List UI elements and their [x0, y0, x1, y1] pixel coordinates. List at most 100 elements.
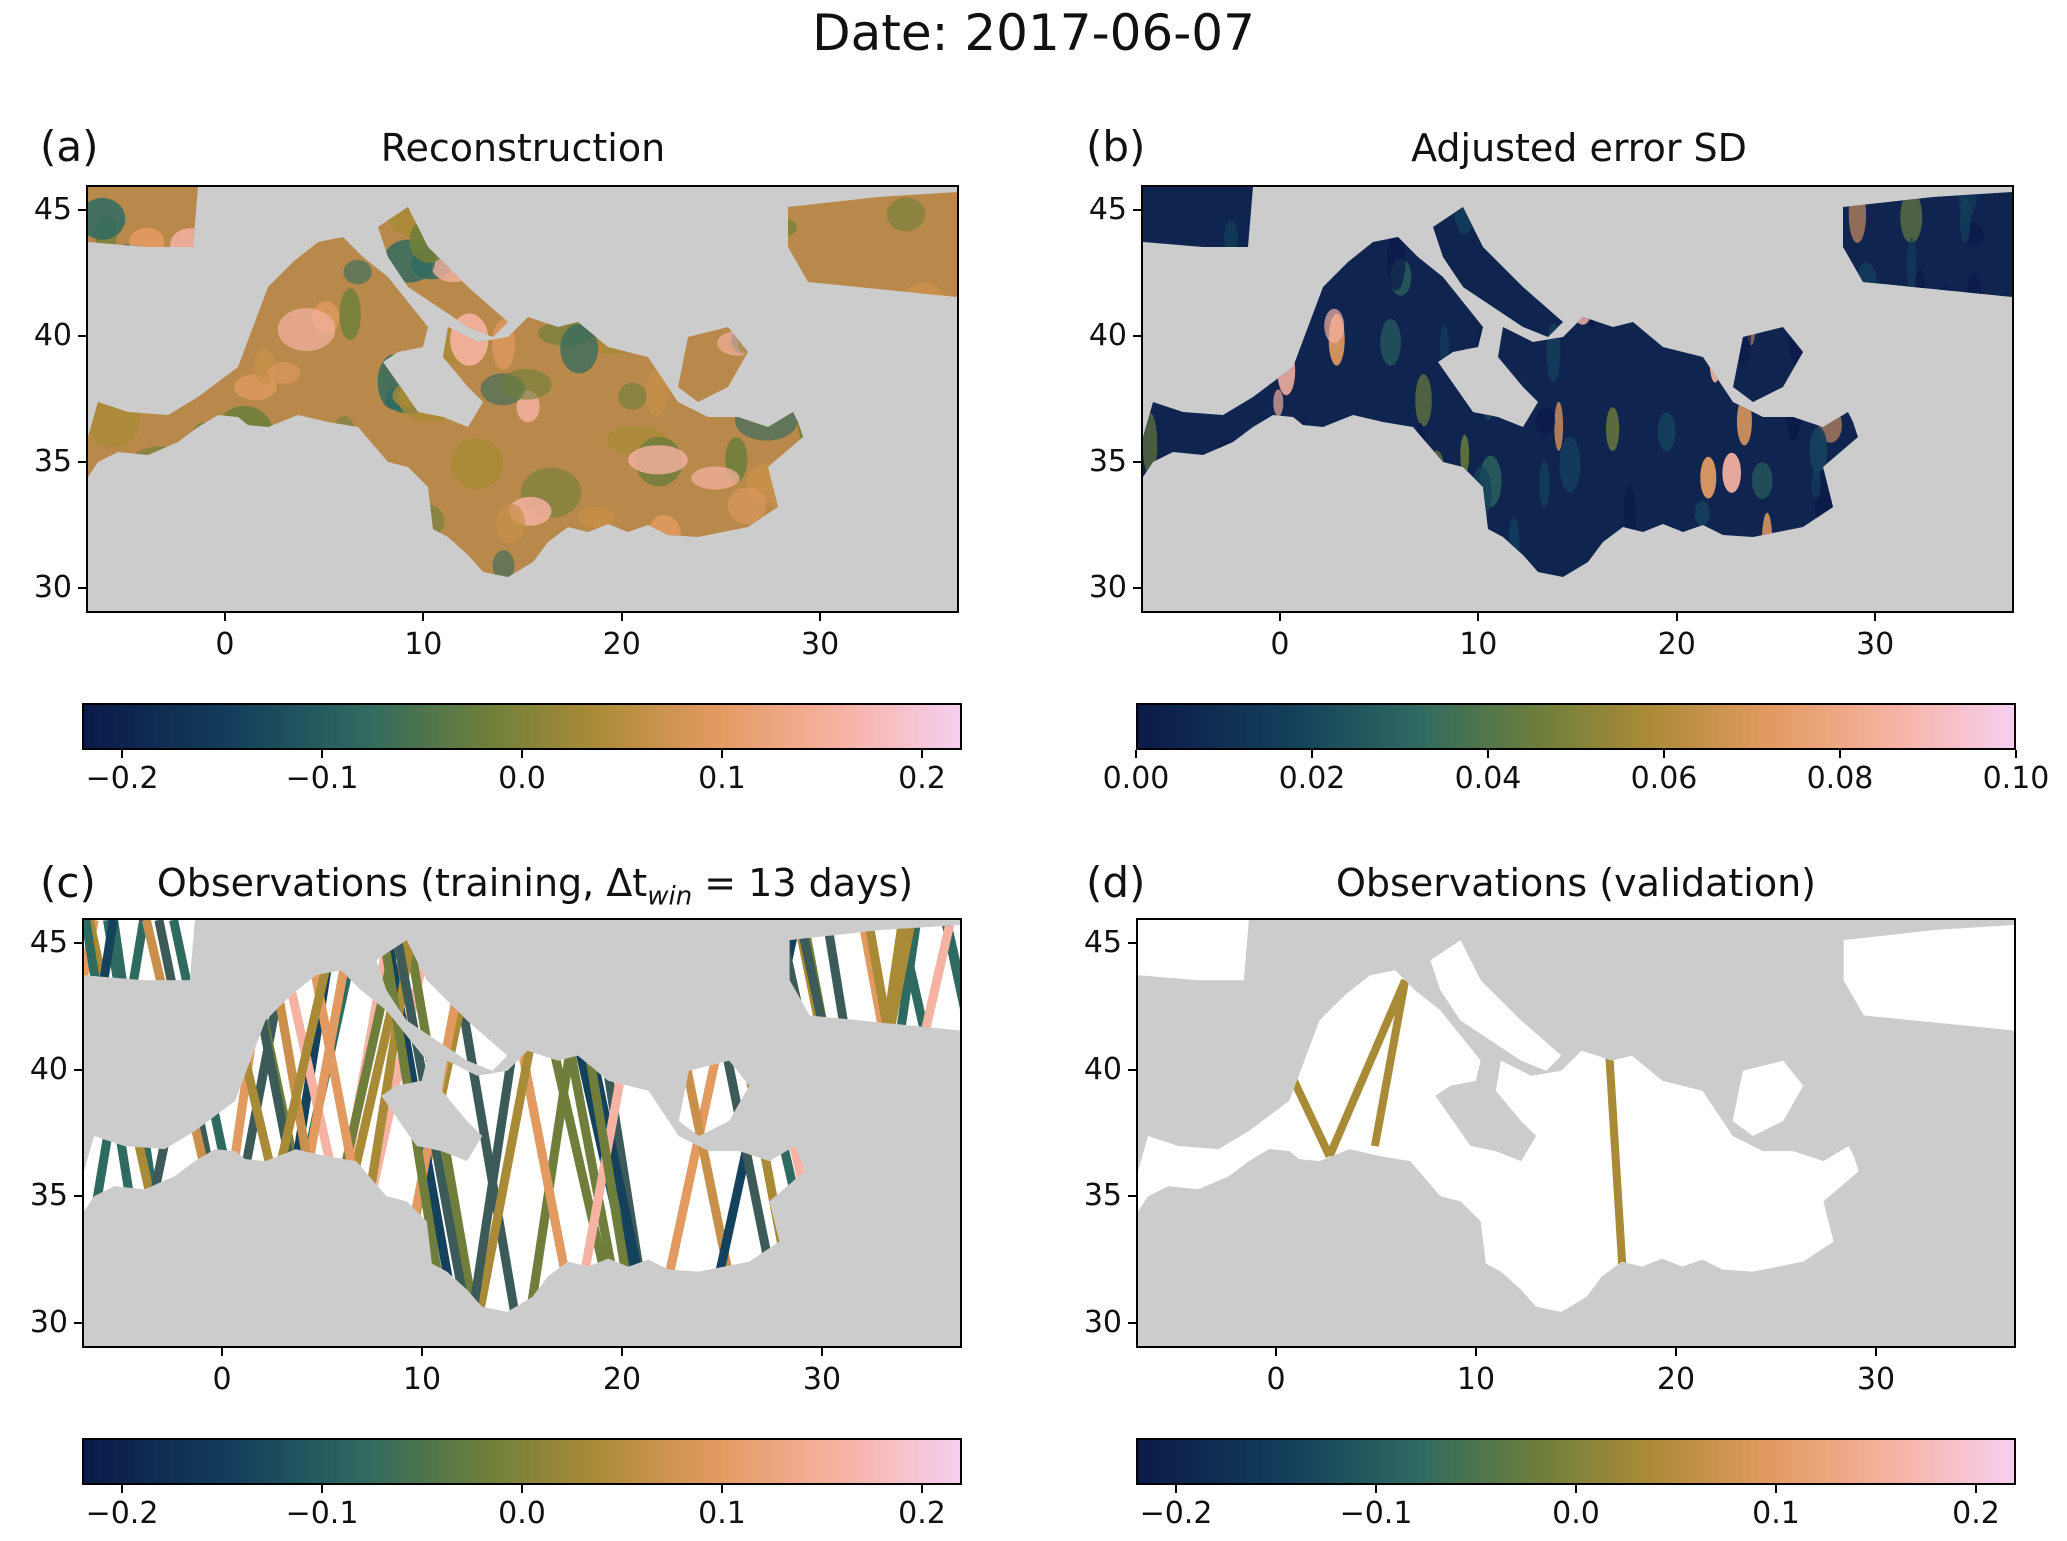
field-blob: [1524, 199, 1539, 227]
field-blob: [500, 369, 552, 400]
field-blob: [248, 187, 301, 205]
colorbar-tick-mark: [1311, 750, 1313, 758]
satellite-track: [103, 920, 184, 1312]
field-blob: [594, 238, 656, 270]
x-tick-label: 30: [1856, 1362, 1896, 1397]
field-blob: [1588, 243, 1603, 278]
field-blob: [1151, 525, 1170, 566]
x-tick-mark: [621, 1348, 623, 1356]
field-blob: [1927, 382, 1951, 427]
field-blob: [735, 400, 798, 441]
colorbar-tick-mark: [321, 1485, 323, 1493]
field-blob: [1535, 407, 1556, 435]
colorbar-tick-label: 0.2: [898, 761, 946, 796]
x-tick-mark: [819, 613, 822, 621]
field-blob: [888, 341, 939, 372]
field-blob: [1291, 459, 1310, 499]
field-blob: [1936, 284, 1955, 327]
x-tick-mark: [821, 1348, 823, 1356]
colorbar-tick-label: −0.2: [1139, 1496, 1213, 1531]
x-tick-mark: [221, 1348, 223, 1356]
colorbar-tick-mark: [921, 1485, 923, 1493]
field-blob: [495, 187, 534, 200]
panel-b-label: (b): [1086, 122, 1146, 171]
y-tick-label: 30: [29, 1304, 68, 1340]
field-blob: [450, 438, 504, 490]
field-blob: [810, 394, 833, 419]
panel-a-title: Reconstruction: [380, 126, 666, 170]
field-blob: [140, 290, 161, 318]
x-tick-mark: [1275, 1348, 1277, 1356]
field-blob: [1770, 535, 1792, 577]
field-blob: [884, 571, 907, 577]
field-blob: [1695, 562, 1706, 577]
field-blob: [333, 415, 356, 451]
y-tick-mark: [78, 460, 86, 463]
x-tick-label: 20: [1657, 627, 1696, 662]
x-tick-mark: [1675, 1348, 1677, 1356]
colorbar-tick-mark: [1839, 750, 1841, 758]
field-blob: [814, 446, 850, 497]
field-blob: [112, 280, 144, 321]
y-tick-label: 35: [33, 443, 72, 479]
field-blob: [165, 580, 210, 601]
field-blob: [129, 227, 165, 256]
panel-b-map: [1141, 185, 2014, 613]
field-blob: [1926, 430, 1945, 477]
colorbar-tick-mark: [121, 750, 123, 758]
satellite-track: [695, 920, 790, 1312]
field-blob: [170, 228, 211, 262]
satellite-track: [401, 920, 484, 1312]
x-tick-label: 20: [1656, 1362, 1696, 1397]
sea-region: [678, 327, 748, 402]
field-blob: [1776, 284, 1791, 327]
field-blob: [645, 370, 668, 417]
x-tick-label: 10: [1456, 1362, 1496, 1397]
x-tick-mark: [1874, 613, 1877, 621]
y-tick-mark: [1133, 335, 1141, 338]
field-blob: [1687, 191, 1700, 252]
y-tick-mark: [1133, 209, 1141, 212]
field-blob: [1855, 262, 1877, 310]
x-tick-label: 10: [404, 627, 443, 662]
field-blob: [225, 550, 259, 577]
field-blob: [492, 550, 515, 577]
field-blob: [1736, 397, 1752, 446]
field-blob: [88, 518, 121, 563]
field-blob: [1655, 189, 1672, 221]
field-blob: [88, 302, 115, 332]
field-blob: [1404, 520, 1423, 577]
field-blob: [1834, 483, 1845, 510]
field-blob: [1818, 187, 1833, 246]
field-blob: [387, 193, 431, 236]
field-blob: [582, 581, 645, 606]
field-blob: [912, 506, 957, 532]
field-blob: [262, 592, 314, 612]
field-blob: [1881, 415, 1904, 471]
colorbar-tick-mark: [921, 750, 923, 758]
sea-region: [88, 237, 803, 577]
panel-c-title-sub: win: [647, 881, 693, 912]
colorbar-tick-mark: [121, 1485, 123, 1493]
field-blob: [1751, 462, 1773, 499]
field-blob: [88, 288, 106, 342]
colorbar-tick-label: 0.0: [1552, 1496, 1600, 1531]
field-blob: [645, 581, 669, 611]
field-blob: [1657, 412, 1676, 452]
field-blob: [1640, 244, 1661, 269]
x-tick-label: 0: [1270, 627, 1290, 662]
field-blob: [1915, 267, 1925, 310]
validation-track: [1325, 978, 1409, 1158]
y-tick-mark: [78, 586, 86, 589]
field-blob: [88, 197, 126, 240]
field-blob: [1465, 477, 1477, 527]
field-blob: [1823, 202, 1843, 234]
field-blob: [574, 550, 623, 577]
colorbar-tick-mark: [1175, 1485, 1177, 1493]
field-blob: [675, 198, 705, 245]
field-blob: [1722, 452, 1741, 493]
field-blob: [1277, 308, 1289, 366]
colorbar-tick-label: 0.1: [698, 1496, 746, 1531]
y-tick-label: 45: [29, 925, 68, 961]
y-tick-mark: [78, 209, 86, 212]
